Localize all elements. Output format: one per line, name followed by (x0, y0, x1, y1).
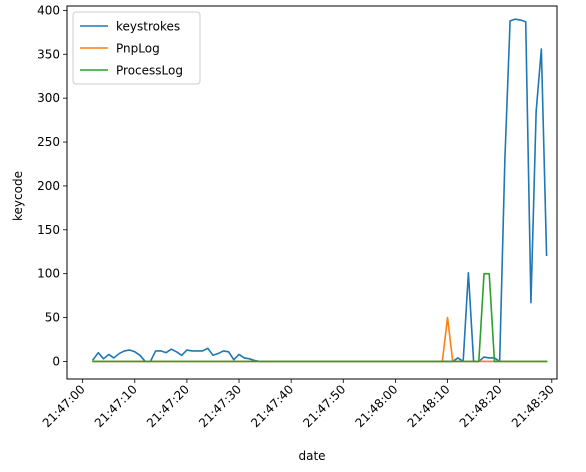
y-tick-label: 350 (37, 47, 60, 61)
y-tick-label: 200 (37, 179, 60, 193)
series-layer (91, 18, 548, 363)
legend-box (72, 11, 201, 85)
y-tick-label: 400 (37, 3, 60, 17)
y-axis: 0 50 100 150 200 250 300 350 400 (37, 3, 67, 368)
y-tick-label: 100 (37, 267, 60, 281)
y-tick-label: 50 (45, 311, 60, 325)
legend-label-pnplog: PnpLog (116, 42, 160, 56)
plot-area-frame (66, 5, 558, 380)
legend-label-keystrokes: keystrokes (116, 20, 180, 34)
legend: keystrokes PnpLog ProcessLog (72, 11, 201, 85)
y-tick-label: 300 (37, 91, 60, 105)
y-tick-label: 250 (37, 135, 60, 149)
x-axis-title: date (298, 449, 325, 463)
y-axis-title: keycode (11, 171, 25, 221)
series-line-processlog (92, 272, 548, 363)
series-line-keystrokes (91, 18, 548, 363)
legend-label-processlog: ProcessLog (116, 64, 183, 78)
y-tick-label: 150 (37, 223, 60, 237)
y-tick-label: 0 (52, 354, 60, 368)
